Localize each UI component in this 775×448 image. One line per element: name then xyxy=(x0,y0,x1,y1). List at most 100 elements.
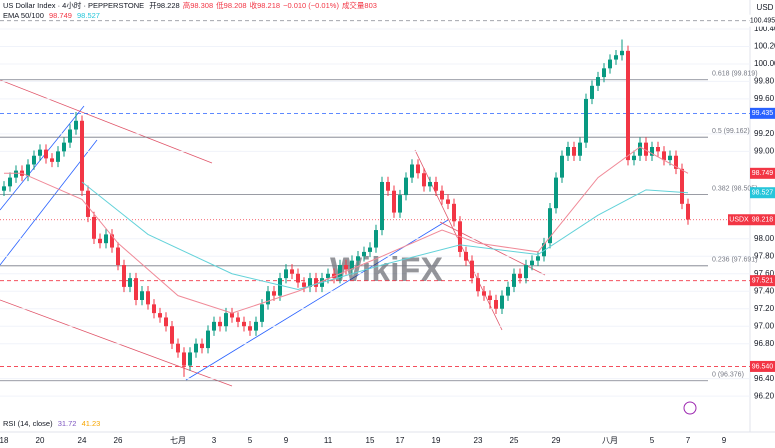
candle-body xyxy=(362,251,366,257)
candle-body xyxy=(242,321,246,327)
candle-body xyxy=(80,120,84,191)
candle-body xyxy=(176,343,180,353)
candle-body xyxy=(68,129,72,143)
price-tag xyxy=(750,214,775,226)
candle-body xyxy=(566,147,570,156)
y-tick-label: 99.80 xyxy=(754,77,775,86)
x-tick-label: 7 xyxy=(686,436,691,445)
candle-body xyxy=(548,208,552,244)
level-label: 0.618 (99.819) xyxy=(712,71,758,78)
candle-body xyxy=(302,282,306,287)
y-tick-label: 96.20 xyxy=(754,391,775,400)
candle-body xyxy=(410,164,414,178)
candle-body xyxy=(308,278,312,287)
candle-body xyxy=(230,313,234,318)
x-tick-label: 15 xyxy=(366,436,375,445)
y-tick-label: 97.40 xyxy=(754,286,775,295)
candle-body xyxy=(386,181,390,191)
candle-body xyxy=(116,247,120,266)
candle-body xyxy=(518,273,522,279)
price-tag xyxy=(749,14,775,27)
price-tag-label: 98.749 xyxy=(752,170,774,177)
quote-item: 高98.308 xyxy=(182,1,214,10)
candle-body xyxy=(338,265,342,279)
candle-body xyxy=(638,142,642,156)
x-tick-label: 5 xyxy=(248,436,253,445)
candle-body xyxy=(50,158,54,162)
candle-body xyxy=(218,321,222,327)
candle-body xyxy=(134,278,138,300)
candle-body xyxy=(488,295,492,300)
candle-body xyxy=(98,238,102,244)
candle-body xyxy=(506,286,510,296)
candle-body xyxy=(656,147,660,152)
candle-body xyxy=(296,273,300,283)
x-tick-label: 19 xyxy=(432,436,441,445)
candle-body xyxy=(254,321,258,331)
quote-item: 开98.228 xyxy=(149,1,180,10)
candle-body xyxy=(266,291,270,305)
x-tick-label: 八月 xyxy=(602,436,618,445)
candle-body xyxy=(626,50,630,161)
candle-body xyxy=(674,155,678,169)
candle-body xyxy=(110,234,114,248)
y-tick-label: 96.80 xyxy=(754,339,775,348)
price-tag xyxy=(750,107,775,119)
x-tick-label: 3 xyxy=(212,436,217,445)
candle-body xyxy=(26,164,30,176)
rsi-value: 31.72 xyxy=(57,419,77,428)
price-tag-label: 100.495 xyxy=(750,18,775,25)
y-tick-label: 97.60 xyxy=(754,269,775,278)
candle-body xyxy=(380,181,384,231)
candle-body xyxy=(356,256,360,261)
price-tag-name: USDX xyxy=(729,217,749,224)
candle-body xyxy=(224,313,228,327)
candle-body xyxy=(584,98,588,143)
price-tag-label: 96.540 xyxy=(752,363,774,370)
candle-body xyxy=(194,343,198,353)
candle-body xyxy=(530,260,534,266)
indicator-value: 98.749 xyxy=(48,11,72,20)
y-tick-label: 100.40 xyxy=(754,24,775,33)
currency-label: USD xyxy=(757,3,774,12)
candle-body xyxy=(38,149,42,156)
candle-body xyxy=(128,278,132,287)
candle-body xyxy=(578,142,582,156)
y-tick-label: 97.80 xyxy=(754,251,775,260)
x-tick-label: 23 xyxy=(474,436,483,445)
candle-body xyxy=(560,155,564,178)
candle-body xyxy=(200,343,204,349)
candle-body xyxy=(470,260,474,279)
candle-body xyxy=(644,142,648,156)
indicator-value: 98.527 xyxy=(77,11,100,20)
candle-body xyxy=(260,304,264,322)
candle-body xyxy=(524,265,528,279)
candle-body xyxy=(350,260,354,270)
price-tag xyxy=(750,167,775,179)
channel-line xyxy=(0,105,85,211)
x-tick-label: 29 xyxy=(552,436,561,445)
y-tick-label: 99.60 xyxy=(754,94,775,103)
ema-line xyxy=(81,181,689,291)
candle-body xyxy=(206,330,210,349)
candle-body xyxy=(632,155,636,161)
candle-body xyxy=(74,120,78,130)
candle-body xyxy=(686,203,690,220)
y-tick-label: 98.00 xyxy=(754,234,775,243)
candle-body xyxy=(2,186,6,191)
candle-body xyxy=(368,247,372,252)
candle-body xyxy=(56,151,60,162)
candle-body xyxy=(44,149,48,159)
candle-body xyxy=(8,177,12,187)
candle-body xyxy=(236,317,240,322)
quote-item: 收98.218 xyxy=(249,1,281,10)
candle-body xyxy=(608,59,612,69)
candle-body xyxy=(14,170,18,178)
candle-body xyxy=(170,326,174,344)
x-tick-label: 9 xyxy=(722,436,727,445)
x-tick-label: 24 xyxy=(78,436,87,445)
rsi-line: RSI (14, close) 31.72 41.23 xyxy=(3,419,103,429)
candle-body xyxy=(314,278,318,287)
